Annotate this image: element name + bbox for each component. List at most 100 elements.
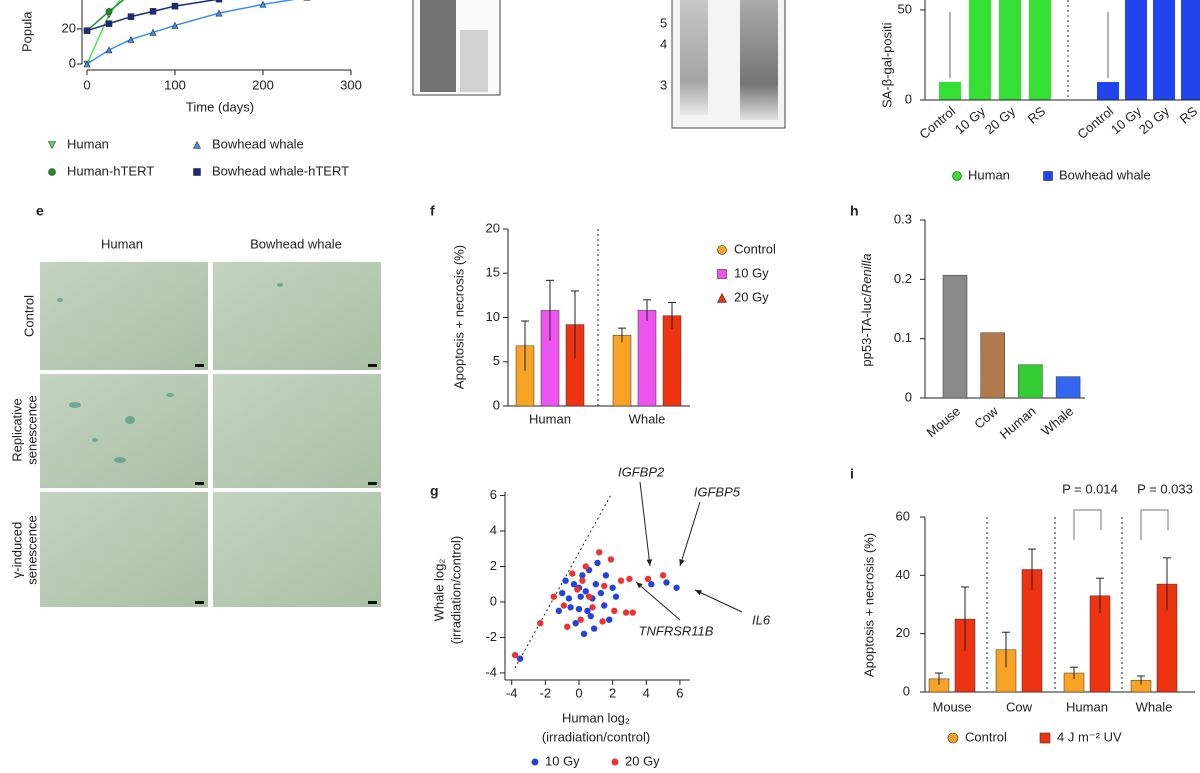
micrograph — [40, 492, 208, 607]
point — [149, 28, 157, 36]
column-label: Human — [101, 236, 143, 251]
point — [607, 556, 615, 563]
x-tick-label: 100 — [164, 77, 186, 92]
point — [585, 593, 593, 600]
legend-marker — [717, 269, 727, 279]
point — [579, 572, 586, 579]
point — [599, 618, 606, 625]
y-tick-label: 0.1 — [894, 330, 912, 345]
x-tick-label: Mouse — [932, 699, 971, 714]
bar — [1125, 0, 1147, 101]
bar — [662, 315, 682, 407]
x-tick-label: 2 — [609, 685, 616, 700]
x-axis-label: (irradiation/control) — [542, 729, 650, 744]
micrograph — [40, 262, 208, 370]
point — [597, 589, 605, 597]
scale-bars — [195, 364, 377, 604]
stained-cells — [57, 283, 283, 463]
point — [617, 577, 625, 584]
point — [601, 602, 608, 609]
legend-marker — [1043, 171, 1053, 181]
y-axis-label: SA-β-gal-positi — [879, 22, 894, 108]
y-axis-label: Apoptosis + necrosis (%) — [861, 533, 876, 677]
y-tick-label: 0 — [905, 91, 912, 106]
point — [601, 582, 608, 590]
legend-marker — [193, 140, 201, 149]
x-tick-label: 10 Gy — [952, 103, 989, 137]
point — [127, 35, 135, 43]
point — [558, 589, 566, 597]
point — [574, 586, 581, 593]
bar — [980, 332, 1005, 399]
x-tick-label: Whale — [1136, 699, 1173, 714]
legend-marker — [531, 758, 539, 766]
bar — [637, 310, 657, 407]
x-tick-label: RS — [1177, 103, 1200, 126]
panel-letter: i — [850, 466, 854, 482]
y-tick-label: 0 — [69, 55, 76, 70]
gel-smear — [680, 0, 708, 115]
y-tick-label: 2 — [490, 558, 497, 573]
legend-label: Human — [67, 136, 109, 151]
gel-marker: 4 — [660, 36, 667, 51]
legend-marker — [48, 168, 56, 176]
gel-marker: 3 — [660, 77, 667, 92]
gels: 5 4 3 — [412, 0, 786, 129]
point — [105, 46, 113, 54]
bar — [942, 274, 968, 399]
point — [592, 581, 600, 588]
legend-marker — [717, 292, 727, 303]
row-label: senescence — [24, 395, 39, 464]
x-tick-label: 10 Gy — [1108, 103, 1145, 137]
point — [582, 588, 589, 595]
panel-letter: h — [850, 203, 859, 219]
column-label: Bowhead whale — [250, 236, 342, 251]
panel-letter: g — [430, 483, 439, 499]
legend-label: Bowhead whale — [1059, 167, 1151, 182]
y-tick-label: 20 — [486, 220, 500, 235]
significance-bracket — [1140, 509, 1169, 540]
point — [584, 607, 591, 615]
bar — [1097, 81, 1119, 100]
row-label: γ-induced — [9, 522, 24, 578]
point — [105, 20, 113, 27]
point — [659, 572, 667, 579]
legend-label: Control — [965, 729, 1007, 744]
y-tick-label: 0.2 — [894, 271, 912, 286]
x-tick-label: 20 Gy — [982, 103, 1019, 137]
x-tick-label: Cow — [1006, 699, 1033, 714]
x-tick-label: 4 — [643, 685, 650, 700]
point — [590, 625, 598, 632]
legend-label: 4 J m⁻² UV — [1057, 729, 1122, 744]
point — [516, 655, 524, 662]
y-tick-label: 40 — [896, 567, 910, 582]
x-axis-label: Human log₂ — [562, 710, 630, 725]
y-tick-label: 0 — [493, 397, 500, 412]
point — [572, 620, 579, 627]
y-tick-label: -2 — [485, 629, 497, 644]
bar — [1055, 376, 1081, 399]
x-tick-label: 20 Gy — [1136, 103, 1173, 137]
point — [626, 575, 633, 583]
point — [587, 612, 594, 620]
legend-marker — [193, 168, 201, 176]
point — [562, 577, 569, 584]
y-tick-label: 0 — [903, 683, 910, 698]
bar — [939, 81, 961, 100]
legend-label: Human — [968, 167, 1010, 182]
point — [612, 593, 620, 600]
point — [648, 581, 655, 588]
arrow-head — [636, 582, 643, 589]
y-tick-label: 15 — [486, 265, 500, 280]
point — [644, 575, 652, 583]
y-tick-label: 20 — [62, 20, 76, 35]
x-tick-label: Human — [997, 403, 1039, 441]
x-tick-label: -2 — [540, 685, 552, 700]
y-axis-label: pp53-TA-luc/Renilla — [859, 253, 874, 366]
y-tick-label: 4 — [490, 522, 497, 537]
point — [569, 570, 576, 577]
x-tick-label: 6 — [676, 685, 683, 700]
legend-label: 20 Gy — [734, 289, 769, 304]
